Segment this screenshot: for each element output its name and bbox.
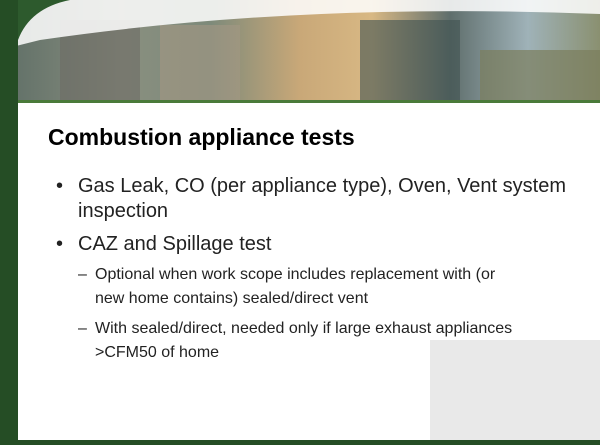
sub-list: Optional when work scope includes replac… — [78, 263, 588, 365]
sub-bullet: With sealed/direct, needed only if large… — [78, 317, 515, 365]
photo — [360, 20, 460, 102]
photo — [160, 25, 240, 102]
bullet-list: Gas Leak, CO (per appliance type), Oven,… — [48, 174, 588, 373]
slide: Combustion appliance tests Gas Leak, CO … — [0, 0, 600, 445]
bullet: CAZ and Spillage test Optional when work … — [48, 232, 588, 365]
banner-rule — [18, 100, 600, 103]
slide-title: Combustion appliance tests — [48, 124, 355, 151]
sub-bullet: Optional when work scope includes replac… — [78, 263, 515, 311]
photo — [480, 50, 600, 102]
bullet: Gas Leak, CO (per appliance type), Oven,… — [48, 174, 588, 224]
bullet-text: Gas Leak, CO (per appliance type), Oven,… — [78, 175, 566, 222]
bullet-text: CAZ and Spillage test — [78, 233, 271, 255]
bottom-bar — [0, 440, 600, 445]
left-bar — [0, 0, 18, 445]
